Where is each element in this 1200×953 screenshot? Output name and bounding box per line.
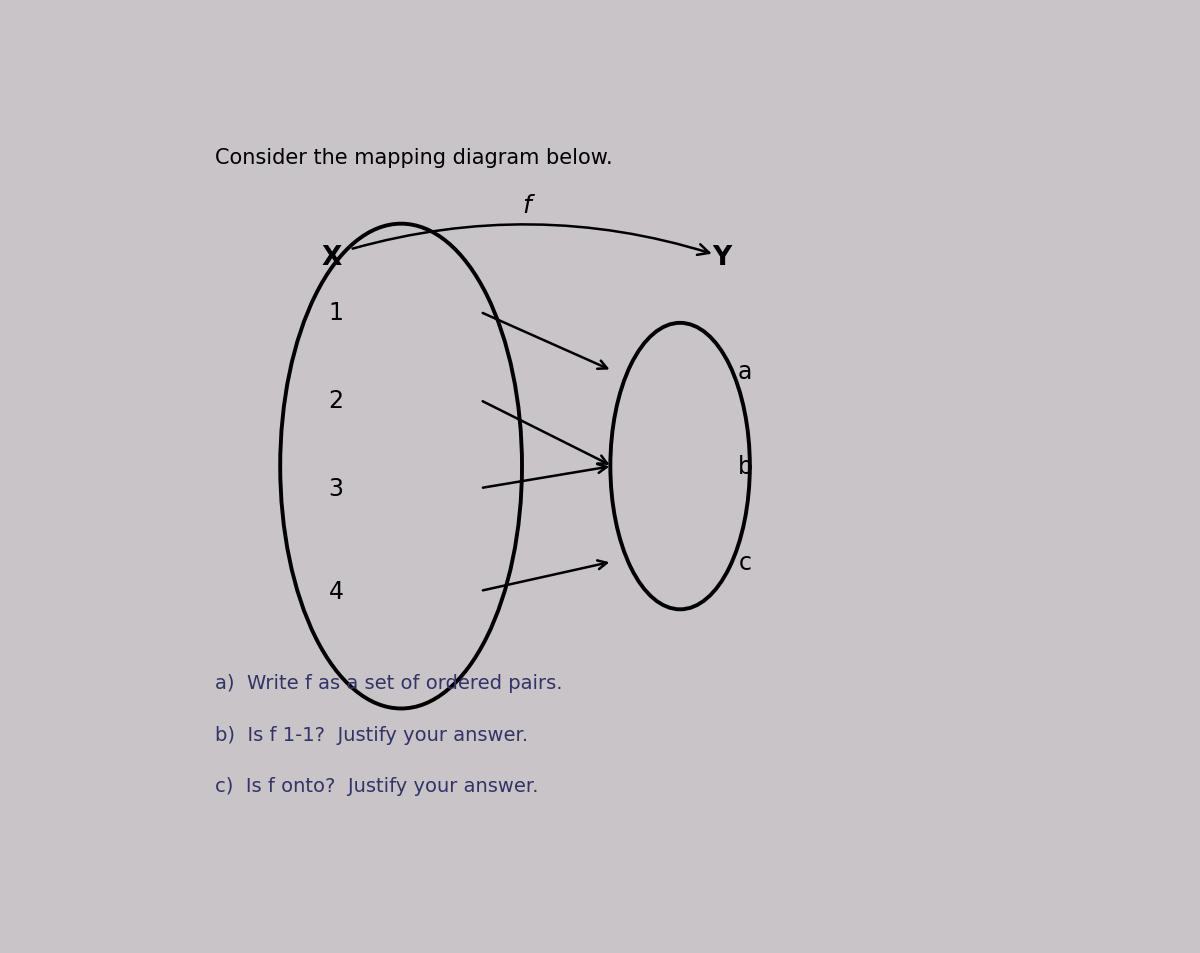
Text: a)  Write f as a set of ordered pairs.: a) Write f as a set of ordered pairs. — [215, 674, 563, 693]
Text: Y: Y — [713, 245, 732, 271]
Text: c: c — [739, 550, 751, 574]
Text: 1: 1 — [329, 300, 343, 324]
FancyArrowPatch shape — [353, 225, 709, 255]
Text: b)  Is f 1-1?  Justify your answer.: b) Is f 1-1? Justify your answer. — [215, 725, 528, 744]
Text: X: X — [322, 245, 342, 271]
Text: f: f — [522, 194, 532, 218]
Text: a: a — [738, 359, 752, 383]
Text: Consider the mapping diagram below.: Consider the mapping diagram below. — [215, 148, 613, 168]
Text: 3: 3 — [329, 476, 343, 500]
Text: 2: 2 — [329, 389, 343, 413]
Text: 4: 4 — [329, 579, 343, 603]
Text: b: b — [738, 455, 752, 478]
Text: c)  Is f onto?  Justify your answer.: c) Is f onto? Justify your answer. — [215, 777, 539, 796]
